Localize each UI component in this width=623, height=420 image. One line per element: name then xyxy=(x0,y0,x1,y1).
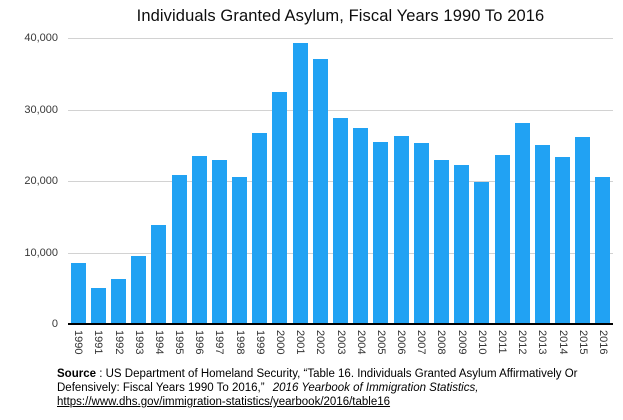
x-tick-2012: 2012 xyxy=(516,330,529,355)
source-text: Source xyxy=(57,368,96,380)
source-text: : US Department of Homeland Security, “T… xyxy=(57,368,578,394)
x-tick-2004: 2004 xyxy=(354,330,367,355)
bar-2014 xyxy=(555,157,570,324)
x-tick-1994: 1994 xyxy=(152,330,165,355)
x-tick-2008: 2008 xyxy=(435,330,448,355)
x-tick-1998: 1998 xyxy=(233,330,246,355)
bar-1996 xyxy=(191,156,207,324)
source-link[interactable]: https://www.dhs.gov/immigration-statisti… xyxy=(57,396,391,408)
x-tick-2009: 2009 xyxy=(455,330,468,355)
x-tick-2006: 2006 xyxy=(395,330,408,355)
x-tick-2005: 2005 xyxy=(374,330,387,355)
bar-2016 xyxy=(595,177,611,324)
bar-2010 xyxy=(474,182,490,324)
chart-title: Individuals Granted Asylum, Fiscal Years… xyxy=(136,7,545,25)
x-tick-2010: 2010 xyxy=(475,330,488,355)
bar-2008 xyxy=(433,160,449,324)
bar-1999 xyxy=(252,133,268,324)
bar-2006 xyxy=(393,136,409,324)
x-tick-2014: 2014 xyxy=(556,330,569,355)
bar-2007 xyxy=(413,143,429,324)
bar-1991 xyxy=(90,288,106,324)
bar-2015 xyxy=(575,137,591,324)
x-tick-1996: 1996 xyxy=(193,330,206,355)
x-tick-1993: 1993 xyxy=(132,330,145,355)
x-tick-1997: 1997 xyxy=(213,330,226,355)
bar-1992 xyxy=(111,279,126,324)
bar-2003 xyxy=(333,118,348,324)
bar-2005 xyxy=(373,142,389,324)
x-tick-2007: 2007 xyxy=(415,330,428,355)
x-axis-line xyxy=(68,323,613,325)
bar-2012 xyxy=(514,123,530,324)
bar-1997 xyxy=(211,160,227,324)
bar-2001 xyxy=(292,43,308,324)
y-tick-40,000: 40,000 xyxy=(24,32,58,44)
x-tick-1995: 1995 xyxy=(173,330,185,355)
x-tick-2013: 2013 xyxy=(536,330,549,355)
x-tick-1991: 1991 xyxy=(92,330,105,355)
bar-2009 xyxy=(454,165,470,324)
y-tick-20,000: 20,000 xyxy=(24,175,58,187)
x-tick-2016: 2016 xyxy=(596,330,609,355)
x-tick-1990: 1990 xyxy=(72,330,85,355)
bar-2002 xyxy=(312,59,328,324)
x-tick-2003: 2003 xyxy=(334,330,347,355)
gridline xyxy=(68,110,613,111)
bar-1998 xyxy=(232,177,248,324)
bar-1994 xyxy=(151,225,167,324)
bar-2013 xyxy=(534,145,550,324)
y-tick-10,000: 10,000 xyxy=(24,247,58,259)
x-tick-2000: 2000 xyxy=(273,330,286,355)
x-tick-2015: 2015 xyxy=(576,330,589,355)
x-tick-2002: 2002 xyxy=(314,330,327,355)
source-text: 2016 Yearbook of Immigration Statistics, xyxy=(272,382,479,394)
y-tick-0: 0 xyxy=(51,318,58,330)
bar-1995 xyxy=(171,175,187,324)
y-tick-30,000: 30,000 xyxy=(24,104,58,116)
source-note: Source : US Department of Homeland Secur… xyxy=(57,367,609,409)
x-tick-2011: 2011 xyxy=(496,330,508,354)
x-tick-2001: 2001 xyxy=(294,330,307,355)
gridline xyxy=(68,38,613,39)
x-tick-1999: 1999 xyxy=(253,330,266,355)
bar-1990 xyxy=(70,263,86,324)
x-tick-1992: 1992 xyxy=(112,330,125,355)
bar-1993 xyxy=(131,256,147,324)
bar-2011 xyxy=(494,155,510,324)
bar-2000 xyxy=(272,92,288,324)
bar-2004 xyxy=(353,128,369,324)
